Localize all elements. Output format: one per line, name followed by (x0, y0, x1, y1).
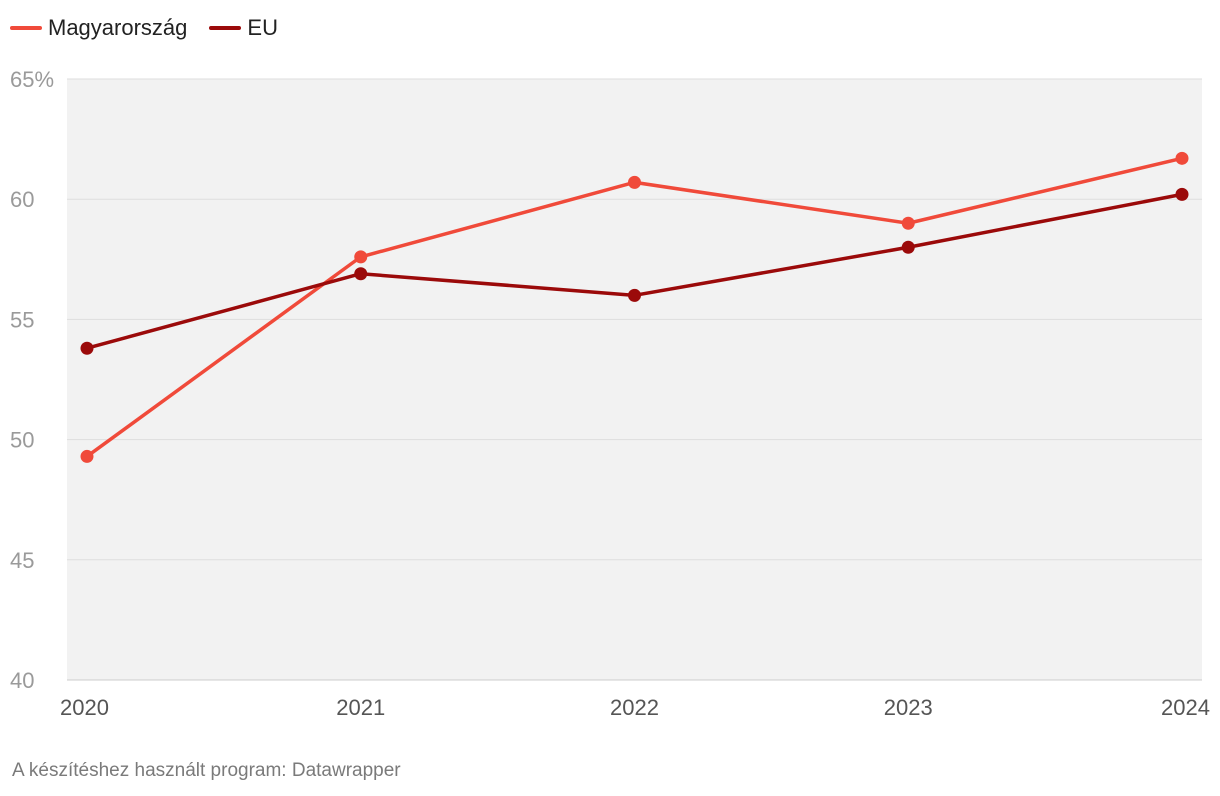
legend-item-eu: EU (209, 14, 278, 42)
data-point-eu-2020 (80, 341, 94, 355)
legend-label-magyarorszag: Magyarország (48, 15, 188, 40)
x-tick-label-2021: 2021 (336, 695, 385, 720)
legend-label-eu: EU (247, 15, 278, 40)
data-point-magyarorszag-2024 (1175, 151, 1189, 165)
series-group (80, 151, 1189, 463)
footer-source: A készítéshez használt program: Datawrap… (12, 760, 401, 781)
data-point-magyarorszag-2023 (901, 216, 915, 230)
legend-swatch-eu (209, 26, 242, 30)
x-tick-label-2020: 2020 (60, 695, 109, 720)
y-tick-label-50: 50 (10, 428, 34, 453)
y-tick-label-40: 40 (10, 668, 34, 693)
y-tick-label-55: 55 (10, 307, 34, 332)
x-tick-label-2024: 2024 (1161, 695, 1210, 720)
legend-item-magyarorszag: Magyarország (10, 14, 187, 42)
data-point-eu-2023 (901, 240, 915, 254)
y-tick-label-45: 45 (10, 548, 34, 573)
y-axis-ticks: 65% 60 55 50 45 40 (10, 67, 54, 693)
line-chart: 65% 60 55 50 45 40 2020 2021 2022 2023 2024 (10, 67, 1210, 720)
data-point-magyarorszag-2021 (354, 250, 368, 264)
data-point-eu-2021 (354, 267, 368, 281)
data-point-magyarorszag-2022 (628, 175, 641, 189)
data-point-eu-2024 (1175, 187, 1189, 201)
x-axis-ticks: 2020 2021 2022 2023 2024 (60, 695, 1210, 720)
y-tick-label-65: 65% (10, 67, 54, 92)
data-point-eu-2022 (628, 288, 641, 302)
x-tick-label-2023: 2023 (884, 695, 933, 720)
data-point-magyarorszag-2020 (80, 449, 94, 463)
x-tick-label-2022: 2022 (610, 695, 659, 720)
legend-swatch-magyarorszag (10, 26, 42, 30)
legend: Magyarország EU (10, 14, 278, 42)
plot-area (67, 79, 1202, 680)
y-tick-label-60: 60 (10, 187, 34, 212)
